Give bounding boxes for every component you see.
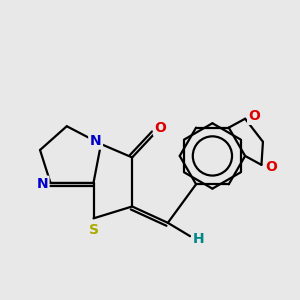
Text: N: N bbox=[36, 177, 48, 191]
Text: H: H bbox=[193, 232, 204, 246]
Text: N: N bbox=[90, 134, 101, 148]
Text: O: O bbox=[265, 160, 277, 174]
Text: O: O bbox=[249, 109, 261, 123]
Text: O: O bbox=[154, 121, 166, 135]
Text: S: S bbox=[88, 223, 98, 237]
